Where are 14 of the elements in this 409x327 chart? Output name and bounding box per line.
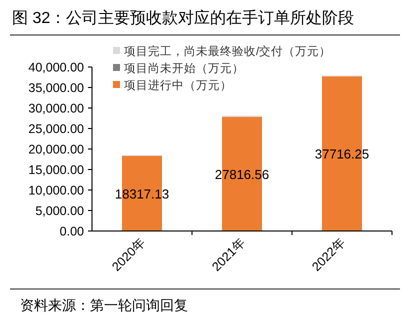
y-tick-label: 15,000.00 <box>28 163 84 177</box>
y-tick-label: 25,000.00 <box>28 122 84 136</box>
y-tick-label: 30,000.00 <box>28 102 84 116</box>
text: 资料来源：第一轮问询回复 <box>20 297 188 313</box>
legend-label: 项目完工，尚未最终验收/交付（万元） <box>124 44 332 58</box>
y-tick-label: 5,000.00 <box>35 204 84 218</box>
y-tick-label: 0.00 <box>60 224 84 238</box>
y-tick-label: 35,000.00 <box>28 81 84 95</box>
legend-label: 项目进行中（万元） <box>124 79 232 92</box>
y-tick-label: 40,000.00 <box>28 60 84 74</box>
chart-title: 图 32：公司主要预收款对应的在手订单所处阶段 <box>12 9 354 27</box>
legend-label: 项目尚未开始（万元） <box>124 62 244 75</box>
y-tick-label: 20,000.00 <box>28 142 84 156</box>
y-tick-label: 10,000.00 <box>28 184 84 198</box>
